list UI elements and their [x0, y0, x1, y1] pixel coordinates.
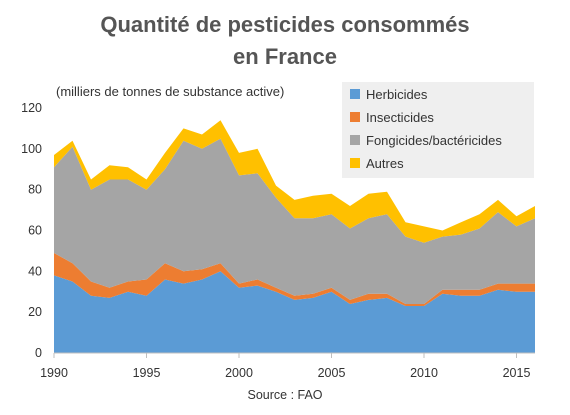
y-tick-label: 80	[28, 183, 42, 197]
x-tick-label: 2010	[410, 366, 438, 380]
legend-box	[342, 82, 534, 178]
area-herbicides	[54, 271, 535, 353]
x-tick-label: 2000	[225, 366, 253, 380]
legend-swatch	[350, 89, 360, 99]
y-tick-label: 60	[28, 224, 42, 238]
x-tick-label: 2005	[318, 366, 346, 380]
y-axis-label: (milliers de tonnes de substance active)	[56, 84, 285, 99]
y-tick-label: 40	[28, 264, 42, 278]
x-tick-label: 1990	[40, 366, 68, 380]
area-fongicides-bact-ricides	[54, 138, 535, 304]
legend-label: Fongicides/bactéricides	[366, 133, 502, 148]
chart-title-line2: en France	[233, 44, 337, 69]
y-tick-label: 120	[21, 101, 42, 115]
legend-swatch	[350, 135, 360, 145]
y-tick-label: 20	[28, 305, 42, 319]
legend-label: Autres	[366, 156, 404, 171]
area-autres	[54, 120, 535, 243]
legend-swatch	[350, 112, 360, 122]
legend-swatch	[350, 158, 360, 168]
chart-title-line1: Quantité de pesticides consommés	[100, 12, 470, 37]
source-note: Source : FAO	[247, 388, 323, 402]
area-insecticides	[54, 253, 535, 306]
y-tick-label: 0	[35, 346, 42, 360]
x-tick-label: 1995	[133, 366, 161, 380]
legend-label: Herbicides	[366, 87, 428, 102]
x-tick-label: 2015	[503, 366, 531, 380]
legend-label: Insecticides	[366, 110, 434, 125]
y-tick-label: 100	[21, 142, 42, 156]
